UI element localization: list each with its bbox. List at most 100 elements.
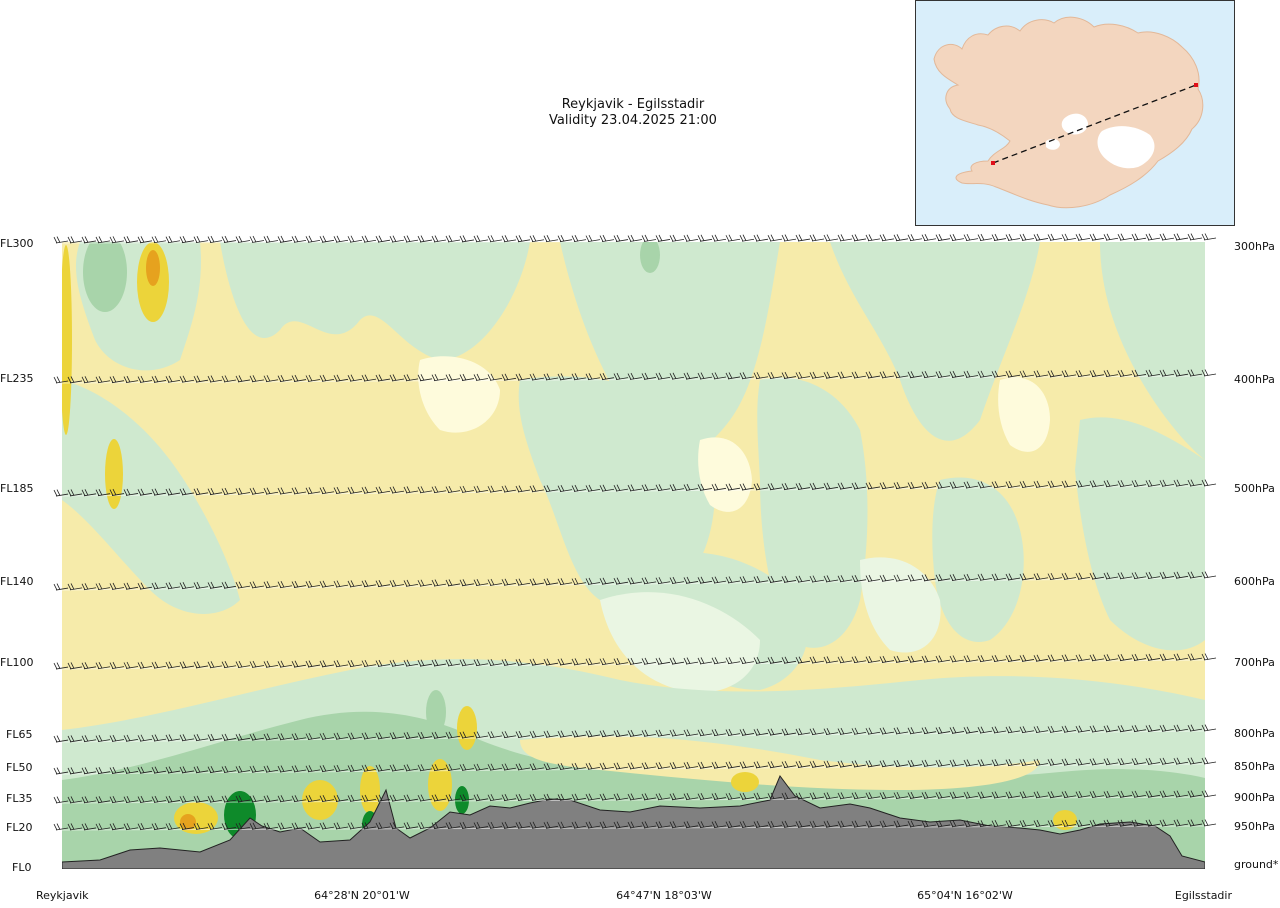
wind-barb bbox=[1173, 819, 1189, 827]
wind-barb bbox=[963, 759, 979, 767]
wind-barb bbox=[1089, 572, 1105, 580]
wind-barb bbox=[473, 731, 489, 739]
wind-barb bbox=[571, 821, 587, 829]
wind-barb bbox=[767, 728, 783, 736]
wind-barb bbox=[109, 582, 125, 590]
wind-barb bbox=[991, 573, 1007, 581]
wind-barb bbox=[53, 489, 69, 497]
wind-barb bbox=[557, 762, 573, 771]
wind-barb bbox=[347, 794, 363, 802]
wind-barb bbox=[123, 795, 139, 804]
wind-barb bbox=[991, 820, 1007, 828]
wind-barb bbox=[291, 235, 307, 243]
wind-barb bbox=[851, 482, 867, 490]
wind-barb bbox=[361, 235, 377, 243]
wind-barb bbox=[865, 655, 881, 664]
wind-barb bbox=[767, 483, 783, 491]
wind-barb bbox=[557, 235, 573, 243]
hpa-tick-label: 700hPa bbox=[1234, 656, 1275, 669]
wind-barb bbox=[459, 763, 475, 771]
wind-barb bbox=[1089, 819, 1105, 827]
wind-barb bbox=[1019, 758, 1035, 766]
wind-barb bbox=[697, 821, 713, 829]
wind-barb bbox=[95, 734, 111, 743]
wind-barb bbox=[1033, 573, 1049, 581]
wind-barb bbox=[207, 375, 223, 383]
wind-barb bbox=[795, 820, 811, 828]
field-cell-orange-1 bbox=[146, 250, 160, 286]
wind-barb bbox=[67, 376, 83, 384]
wind-barb bbox=[949, 573, 965, 582]
wind-barb bbox=[501, 658, 517, 666]
wind-barb bbox=[375, 486, 391, 494]
wind-barb bbox=[249, 375, 265, 383]
wind-barb bbox=[375, 580, 391, 588]
field-region-green-mid-3 bbox=[932, 477, 1024, 642]
wind-barb bbox=[221, 733, 237, 741]
wind-barb bbox=[823, 371, 839, 379]
wind-barb bbox=[53, 823, 69, 831]
wind-barb bbox=[235, 487, 251, 495]
wind-barb bbox=[1145, 369, 1161, 377]
wind-barb bbox=[403, 822, 419, 830]
wind-barb bbox=[599, 484, 615, 492]
wind-barb bbox=[655, 821, 671, 829]
wind-barb bbox=[781, 728, 797, 736]
wind-barb bbox=[151, 236, 167, 244]
wind-barb bbox=[1005, 759, 1021, 767]
route-line bbox=[992, 84, 1197, 164]
wind-barb bbox=[123, 661, 139, 669]
wind-barb bbox=[823, 234, 839, 242]
fl-tick-label: FL35 bbox=[6, 792, 32, 805]
wind-barb bbox=[823, 727, 839, 736]
wind-barb bbox=[907, 759, 923, 767]
wind-barb bbox=[123, 766, 139, 774]
wind-barb bbox=[907, 727, 923, 735]
wind-barb bbox=[67, 662, 83, 670]
wind-barb bbox=[893, 760, 909, 768]
wind-barb bbox=[935, 234, 951, 242]
wind-barb bbox=[627, 762, 643, 770]
wind-barb bbox=[501, 763, 517, 771]
wind-barb bbox=[781, 656, 797, 664]
wind-barb bbox=[291, 660, 307, 668]
wind-barb bbox=[753, 234, 769, 242]
wind-barb bbox=[809, 728, 825, 736]
field-region-green-upper-2 bbox=[220, 242, 530, 360]
wind-barb bbox=[53, 236, 69, 244]
wind-barb bbox=[95, 376, 111, 384]
wind-barb bbox=[543, 821, 559, 829]
wind-barb bbox=[445, 821, 461, 830]
wind-barb bbox=[179, 734, 195, 742]
wind-barb bbox=[753, 728, 769, 736]
wind-barb bbox=[417, 579, 433, 587]
wind-barb bbox=[795, 482, 811, 490]
x-tick-label: 64°28'N 20°01'W bbox=[314, 889, 410, 902]
wind-barb bbox=[837, 575, 853, 583]
wind-barb bbox=[291, 580, 307, 588]
fl-tick-label: FL100 bbox=[0, 656, 33, 669]
wind-barb bbox=[1075, 725, 1091, 733]
wind-barb bbox=[1103, 480, 1119, 488]
wind-barb bbox=[949, 233, 965, 242]
wind-barb bbox=[501, 821, 517, 829]
wind-barb bbox=[711, 761, 727, 769]
wind-barb bbox=[1061, 758, 1077, 766]
wind-barb bbox=[473, 578, 489, 587]
wind-barb bbox=[641, 484, 657, 492]
wind-barb bbox=[1187, 653, 1203, 661]
wind-barb bbox=[165, 375, 181, 383]
wind-barb bbox=[347, 822, 363, 830]
wind-barb bbox=[571, 762, 587, 770]
wind-barb bbox=[193, 581, 209, 589]
wind-barb bbox=[1173, 479, 1189, 487]
wind-barb bbox=[291, 765, 307, 773]
wind-barb bbox=[1019, 819, 1035, 828]
wind-barb bbox=[431, 764, 447, 772]
field-cell-orange-2 bbox=[180, 814, 196, 830]
wind-barb bbox=[977, 573, 993, 581]
wind-barb bbox=[781, 371, 797, 379]
wind-barb bbox=[767, 371, 783, 380]
wind-barb bbox=[179, 582, 195, 590]
